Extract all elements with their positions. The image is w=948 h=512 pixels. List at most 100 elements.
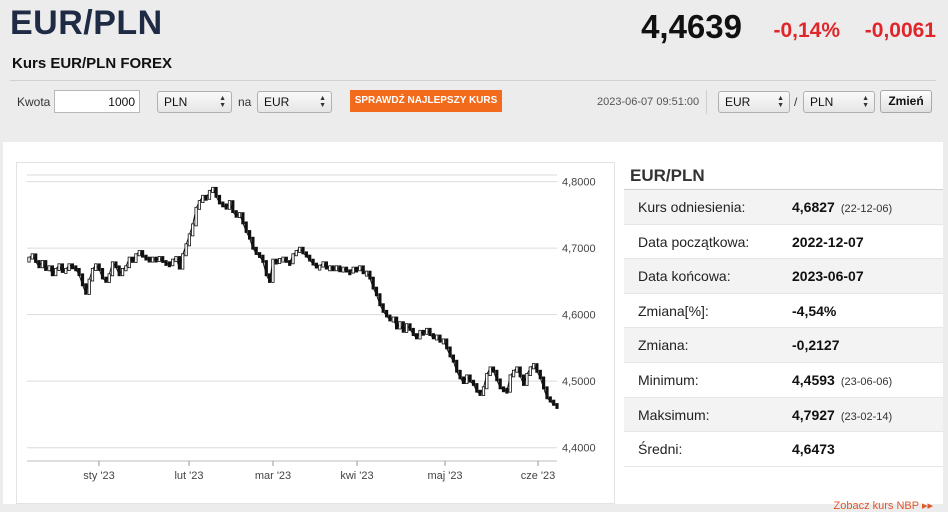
stat-value: 4,7927 — [792, 406, 835, 423]
y-tick-label: 4,4000 — [562, 443, 596, 455]
data-point — [187, 233, 191, 247]
data-point — [458, 369, 462, 380]
data-point — [67, 263, 71, 271]
data-point — [127, 256, 131, 269]
data-point — [495, 369, 499, 382]
quote-currency-value: PLN — [810, 95, 834, 109]
data-point — [421, 329, 425, 336]
data-point — [217, 194, 222, 205]
data-point — [518, 366, 522, 378]
data-point — [321, 261, 325, 268]
data-point — [548, 396, 552, 403]
to-currency-value: EUR — [264, 95, 290, 109]
data-point — [211, 186, 215, 193]
data-point — [425, 327, 429, 335]
data-point — [491, 366, 496, 373]
data-point — [374, 286, 379, 297]
stat-label: Data końcowa: — [638, 268, 731, 285]
data-point — [257, 252, 262, 258]
data-point — [371, 276, 375, 290]
content-panel: 4,4000 4,5000 4,6000 4,7000 4,8000 sty '23 lut… — [3, 142, 943, 512]
data-point — [191, 223, 195, 237]
change-pair-button[interactable]: Zmień — [880, 90, 932, 113]
data-point — [114, 261, 118, 269]
data-point — [207, 190, 212, 200]
data-point — [328, 265, 332, 272]
from-currency-select[interactable]: PLN ▲ ▼ — [157, 91, 232, 113]
price-chart: 4,4000 4,5000 4,6000 4,7000 4,8000 sty '23 lut… — [16, 162, 615, 504]
data-point — [471, 379, 476, 386]
data-point — [401, 321, 405, 333]
data-point — [538, 369, 542, 380]
data-point — [84, 283, 88, 295]
data-point — [164, 260, 168, 266]
data-point — [451, 354, 456, 363]
data-point — [298, 246, 302, 253]
data-point — [314, 262, 319, 269]
data-point — [528, 366, 532, 376]
to-currency-select[interactable]: EUR ▲ ▼ — [257, 91, 332, 113]
data-point — [384, 309, 389, 318]
data-point — [121, 268, 125, 277]
data-point — [311, 258, 315, 266]
data-point — [284, 256, 288, 263]
data-point — [177, 256, 181, 270]
best-rate-button[interactable]: SPRAWDŹ NAJLEPSZY KURS — [350, 90, 502, 112]
pair-title: EUR/PLN — [10, 4, 163, 42]
quote-currency-select[interactable]: PLN ▲ ▼ — [803, 91, 875, 113]
quote-header: EUR/PLN Kurs EUR/PLN FOREX 4,4639 -0,14%… — [0, 0, 948, 80]
nbp-rate-link[interactable]: Zobacz kurs NBP ▸▸ — [833, 500, 933, 512]
data-point — [394, 316, 399, 330]
data-point — [545, 386, 549, 400]
stat-value-wrap: 4,6473 — [792, 441, 835, 457]
data-point — [344, 266, 349, 273]
amount-input[interactable]: 1000 — [54, 90, 140, 113]
data-point — [64, 268, 68, 274]
data-point — [404, 323, 409, 333]
data-point — [331, 265, 335, 272]
data-point — [388, 314, 392, 322]
stat-date: (23-06-06) — [840, 375, 893, 388]
base-currency-select[interactable]: EUR ▲ ▼ — [718, 91, 790, 113]
y-tick-label: 4,6000 — [562, 310, 596, 322]
data-point — [94, 263, 98, 271]
stat-label: Zmiana[%]: — [638, 302, 709, 319]
header-divider — [10, 80, 936, 81]
data-point — [90, 268, 95, 282]
data-point — [555, 403, 559, 409]
data-point — [147, 256, 151, 263]
change-percent: -0,14% — [773, 19, 840, 42]
data-point — [358, 265, 362, 272]
stats-table: EUR/PLN Kurs odniesienia: 4,6827 (22-12-06… — [624, 160, 943, 512]
x-tick-label: lut '23 — [174, 470, 203, 482]
data-point — [308, 254, 312, 262]
stat-row: Minimum: 4,4593 (23-06-06) — [624, 363, 943, 398]
y-tick-label: 4,8000 — [562, 177, 596, 189]
data-point — [478, 389, 482, 396]
data-point — [348, 269, 352, 276]
stat-value: 2022-12-07 — [792, 233, 864, 250]
data-point — [34, 253, 38, 263]
stat-value: 4,6827 — [792, 199, 835, 215]
data-point — [341, 266, 345, 273]
stat-value: -0,2127 — [792, 337, 840, 354]
data-point — [445, 338, 449, 350]
stat-value-wrap: 4,7927 (23-02-14) — [792, 407, 892, 423]
select-arrows-icon: ▲ ▼ — [319, 95, 326, 109]
data-point — [70, 263, 75, 270]
stat-value-wrap: -4,54% — [792, 303, 836, 319]
data-point — [227, 200, 232, 210]
stat-row: Kurs odniesienia: 4,6827 (22-12-06) — [624, 190, 943, 225]
data-point — [515, 366, 519, 373]
select-arrows-icon: ▲ ▼ — [777, 95, 784, 109]
stat-value: 4,4593 — [792, 371, 835, 388]
stat-value-wrap: -0,2127 — [792, 337, 839, 353]
data-point — [431, 333, 436, 340]
data-point — [181, 253, 185, 270]
stat-label: Zmiana: — [638, 337, 689, 354]
stat-date: (22-12-06) — [840, 203, 893, 215]
data-point — [117, 265, 121, 277]
stat-label: Średni: — [638, 441, 683, 458]
data-point — [448, 346, 452, 358]
data-point — [441, 338, 446, 345]
